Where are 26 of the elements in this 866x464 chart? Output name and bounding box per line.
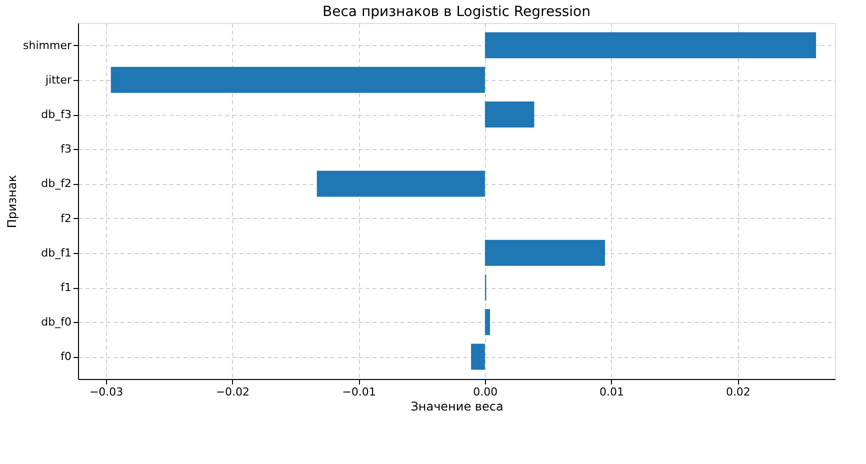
chart-title: Веса признаков в Logistic Regression [322, 4, 590, 20]
x-axis-title: Значение веса [410, 400, 504, 414]
x-tick-label: −0.03 [89, 386, 124, 398]
x-tick-label: −0.02 [216, 386, 250, 398]
y-tick-label: db_f3 [41, 108, 72, 121]
bar [471, 344, 485, 370]
y-tick-label: shimmer [23, 38, 72, 52]
y-tick-label: jitter [44, 73, 72, 86]
x-tick-label: −0.01 [342, 386, 376, 398]
y-tick-label: f3 [60, 142, 72, 156]
bar [484, 32, 816, 58]
y-tick-label: f2 [60, 212, 72, 225]
y-tick-label: f1 [60, 281, 72, 294]
bar [484, 102, 534, 128]
y-tick-label: db_f1 [41, 246, 72, 260]
x-tick-label: 0.02 [726, 386, 750, 398]
bar [316, 170, 485, 197]
y-axis-title: Признак [5, 174, 20, 228]
x-tick-label: 0.01 [600, 386, 624, 398]
bar [484, 240, 605, 266]
y-tick-label: db_f2 [41, 177, 72, 190]
y-tick-label: f0 [60, 350, 72, 364]
bar [110, 66, 485, 93]
x-tick-label: 0.00 [473, 386, 498, 398]
y-tick-label: db_f0 [41, 316, 72, 329]
bar [484, 309, 490, 336]
